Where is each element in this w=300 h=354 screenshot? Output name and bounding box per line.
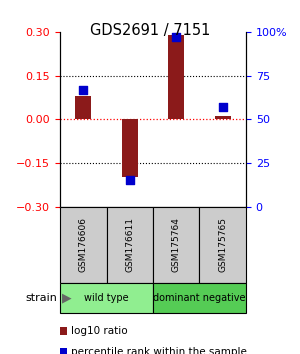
- Bar: [200, 207, 246, 283]
- Bar: [122, 119, 138, 177]
- Bar: [106, 207, 153, 283]
- Text: percentile rank within the sample: percentile rank within the sample: [71, 347, 247, 354]
- Text: GSM175765: GSM175765: [218, 217, 227, 272]
- Text: ▶: ▶: [61, 292, 71, 304]
- Text: GDS2691 / 7151: GDS2691 / 7151: [90, 23, 210, 38]
- Text: GSM176611: GSM176611: [125, 217, 134, 272]
- Text: log10 ratio: log10 ratio: [71, 326, 128, 336]
- Text: GSM176606: GSM176606: [79, 217, 88, 272]
- Bar: [153, 207, 200, 283]
- Bar: [168, 35, 184, 119]
- Bar: [75, 96, 92, 119]
- Text: GSM175764: GSM175764: [172, 217, 181, 272]
- Bar: [60, 283, 153, 313]
- Bar: [60, 207, 106, 283]
- Text: strain: strain: [25, 293, 57, 303]
- Point: [220, 104, 225, 110]
- Text: dominant negative: dominant negative: [153, 293, 246, 303]
- Text: wild type: wild type: [84, 293, 129, 303]
- Point: [128, 178, 132, 183]
- Point: [174, 34, 178, 40]
- Bar: [153, 283, 246, 313]
- Point: [81, 87, 86, 92]
- Bar: [214, 116, 231, 119]
